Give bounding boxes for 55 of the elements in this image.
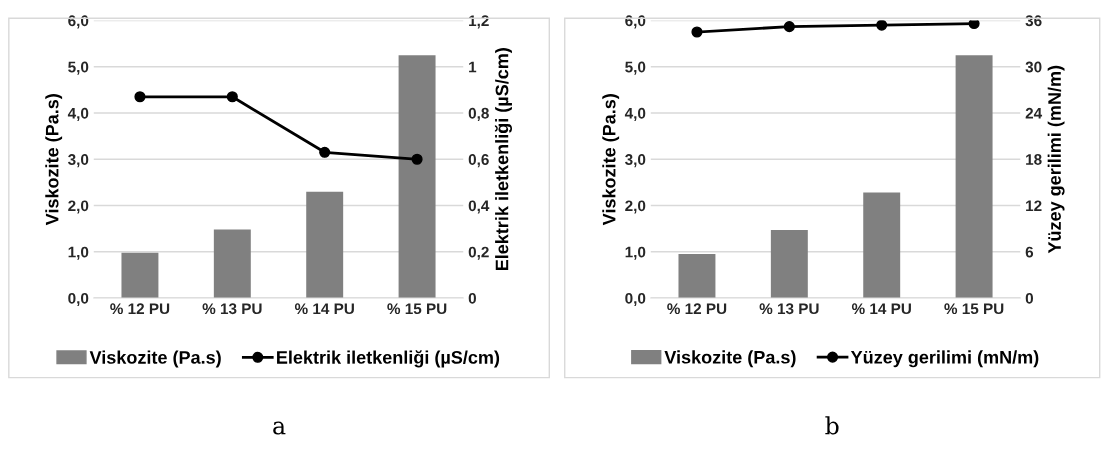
x-tick-label: % 14 PU: [294, 303, 354, 315]
text: b: [825, 416, 839, 435]
y-tick-label: 1,0: [625, 246, 646, 260]
bar: [955, 55, 993, 299]
y2-tick-label: 0,4: [468, 200, 490, 214]
legend-label: Viskozite (Pa.s): [664, 350, 796, 368]
point: [134, 91, 146, 103]
legend-label: Elektrik iletkenliği (µS/cm): [277, 350, 500, 368]
x-tick-label: % 13 PU: [759, 303, 819, 315]
x-tick-label: % 13 PU: [202, 303, 262, 315]
bar: [398, 55, 436, 299]
y2-tick-label: 0,8: [468, 107, 489, 121]
y2-tick-label: 24: [1025, 107, 1043, 119]
x-tick-label: % 15 PU: [944, 303, 1004, 315]
x-tick-label: % 14 PU: [851, 303, 911, 315]
y2-tick-label: 1: [469, 61, 477, 73]
y2-tick-label: 0: [468, 292, 476, 304]
legend-label: Viskozite (Pa.s): [89, 350, 221, 368]
y2-axis-title: Yüzey gerilimi (mN/m): [1047, 65, 1065, 254]
y2-tick-label: 36: [1025, 15, 1042, 27]
y-tick-label: 0,0: [625, 292, 646, 306]
y2-tick-label: 0,6: [468, 154, 489, 168]
bar: [121, 252, 159, 299]
y-axis-title: Viskozite (Pa.s): [602, 94, 620, 226]
point: [226, 91, 238, 103]
bar: [306, 191, 344, 299]
y2-tick-label: 0,2: [468, 246, 489, 260]
y-tick-label: 4,0: [67, 107, 89, 121]
legend-label: Yüzey gerilimi (mN/m): [850, 350, 1039, 368]
bar: [770, 230, 808, 299]
y-tick-label: 1,0: [68, 246, 89, 260]
y2-tick-label: 6: [1025, 246, 1034, 258]
y2-tick-label: 18: [1026, 154, 1042, 165]
y2-tick-label: 12: [1026, 200, 1042, 212]
y-tick-label: 0,0: [68, 292, 89, 306]
x-tick-label: % 15 PU: [387, 303, 447, 315]
y-tick-label: 3,0: [625, 154, 646, 168]
bar: [213, 229, 251, 299]
x-tick-label: % 12 PU: [110, 303, 170, 315]
y2-tick-label: 30: [1025, 61, 1042, 73]
y-tick-label: 5,0: [625, 61, 646, 75]
x-tick-label: % 12 PU: [667, 303, 727, 315]
y-tick-label: 2,0: [68, 200, 89, 214]
y-tick-label: 5,0: [68, 61, 89, 75]
y-tick-label: 3,0: [68, 154, 89, 168]
bar: [678, 254, 716, 299]
y-tick-label: 4,0: [624, 107, 646, 121]
point: [319, 146, 331, 158]
y2-tick-label: 0: [1025, 292, 1034, 304]
y-tick-label: 2,0: [625, 200, 646, 214]
y2-axis-title: Elektrik iletkenliği (µS/cm): [494, 48, 513, 271]
bar: [863, 192, 901, 299]
text: a: [273, 421, 286, 435]
y-axis-title: Viskozite (Pa.s): [45, 94, 63, 226]
point: [411, 153, 423, 165]
